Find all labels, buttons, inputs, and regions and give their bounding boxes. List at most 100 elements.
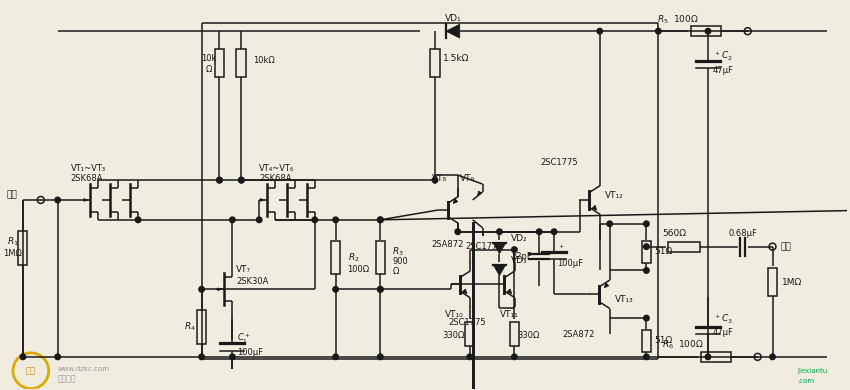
Text: 10kΩ: 10kΩ <box>253 57 275 66</box>
Text: 330Ω: 330Ω <box>518 332 540 340</box>
Circle shape <box>257 217 262 223</box>
Text: $C_1^+$: $C_1^+$ <box>237 332 252 346</box>
Circle shape <box>217 177 222 183</box>
Bar <box>236 49 246 77</box>
Text: VT₁₀: VT₁₀ <box>445 310 464 319</box>
Circle shape <box>607 221 613 227</box>
Text: 2SK68A: 2SK68A <box>259 174 292 183</box>
Text: VD₂: VD₂ <box>512 234 528 243</box>
Bar <box>768 268 777 296</box>
Circle shape <box>55 354 60 360</box>
Bar <box>19 231 27 264</box>
Circle shape <box>467 354 473 360</box>
Circle shape <box>239 177 244 183</box>
Polygon shape <box>493 265 506 276</box>
Circle shape <box>55 197 60 203</box>
Text: VT₁~VT₃: VT₁~VT₃ <box>71 164 105 173</box>
Text: 47μF: 47μF <box>713 66 734 75</box>
Text: www.dzkc.com: www.dzkc.com <box>58 366 110 372</box>
Circle shape <box>230 354 235 360</box>
Text: 2SA872: 2SA872 <box>563 330 595 339</box>
Polygon shape <box>493 243 506 254</box>
Text: $R_6$  100Ω: $R_6$ 100Ω <box>662 339 704 351</box>
Circle shape <box>333 287 338 292</box>
Text: $^+$: $^+$ <box>557 243 565 252</box>
Text: Ω: Ω <box>392 267 399 276</box>
Text: 560Ω: 560Ω <box>662 229 686 238</box>
Circle shape <box>706 354 711 360</box>
Text: $R_1$: $R_1$ <box>7 236 19 248</box>
Text: 51Ω: 51Ω <box>654 247 672 256</box>
Circle shape <box>643 354 649 360</box>
Bar <box>691 26 721 36</box>
Text: 2SC1775: 2SC1775 <box>466 242 503 251</box>
Circle shape <box>239 177 244 183</box>
Circle shape <box>199 354 204 360</box>
Circle shape <box>199 287 204 292</box>
Text: $R_4$: $R_4$ <box>184 321 196 333</box>
Circle shape <box>377 287 383 292</box>
Bar <box>197 310 206 344</box>
Circle shape <box>512 354 517 360</box>
Text: 2SK68A: 2SK68A <box>71 174 103 183</box>
Bar <box>642 330 651 352</box>
Bar <box>465 322 474 346</box>
Text: VT₁₃: VT₁₃ <box>615 295 633 304</box>
Text: 47μF: 47μF <box>713 328 734 337</box>
Text: $^+C_3$: $^+C_3$ <box>713 312 733 326</box>
Text: 2SC1775: 2SC1775 <box>449 317 486 326</box>
Circle shape <box>706 28 711 34</box>
Text: jiexiantu: jiexiantu <box>797 368 828 374</box>
Circle shape <box>655 28 661 34</box>
Circle shape <box>512 247 517 252</box>
Circle shape <box>455 229 461 234</box>
Circle shape <box>312 217 318 223</box>
Text: 100μF: 100μF <box>237 348 264 357</box>
Text: VT₇: VT₇ <box>236 265 252 274</box>
Circle shape <box>597 28 603 34</box>
Circle shape <box>552 229 557 234</box>
Circle shape <box>643 268 649 273</box>
Text: 10k: 10k <box>201 55 216 64</box>
Text: 2SA872: 2SA872 <box>432 240 464 249</box>
Circle shape <box>230 217 235 223</box>
Text: VD₁: VD₁ <box>445 14 461 23</box>
Text: $R_3$: $R_3$ <box>392 245 404 258</box>
Text: 100Ω: 100Ω <box>348 265 370 274</box>
Bar <box>510 322 518 346</box>
Circle shape <box>377 287 383 292</box>
Circle shape <box>643 316 649 321</box>
Text: $R_5$  100Ω: $R_5$ 100Ω <box>657 13 699 25</box>
Text: VT₁₁: VT₁₁ <box>500 310 518 319</box>
Text: 2SK30A: 2SK30A <box>236 277 269 286</box>
Text: 330Ω: 330Ω <box>443 332 465 340</box>
Text: VT₄~VT₆: VT₄~VT₆ <box>259 164 295 173</box>
Circle shape <box>377 217 383 223</box>
Circle shape <box>496 229 502 234</box>
Circle shape <box>135 217 141 223</box>
Text: VT₈: VT₈ <box>433 174 447 183</box>
Text: 1MΩ: 1MΩ <box>3 249 22 258</box>
Circle shape <box>333 217 338 223</box>
Circle shape <box>770 354 775 360</box>
Circle shape <box>377 354 383 360</box>
Bar <box>376 241 385 275</box>
Bar <box>214 49 224 77</box>
Text: 100μF: 100μF <box>557 259 583 268</box>
Text: 1.5kΩ: 1.5kΩ <box>443 55 469 64</box>
Text: Ω: Ω <box>206 66 212 74</box>
Text: 0.68μF: 0.68μF <box>728 229 757 238</box>
Circle shape <box>217 177 222 183</box>
Text: 维库一下: 维库一下 <box>58 374 76 383</box>
Bar <box>430 49 440 77</box>
Text: 维库: 维库 <box>26 366 36 375</box>
Bar <box>701 352 731 362</box>
Text: VT₁₂: VT₁₂ <box>604 190 623 200</box>
Text: 输入: 输入 <box>7 190 17 200</box>
Bar <box>642 241 651 262</box>
Text: .com: .com <box>797 378 814 384</box>
Polygon shape <box>446 24 460 38</box>
Text: 输出: 输出 <box>780 242 791 251</box>
Circle shape <box>536 229 542 234</box>
Circle shape <box>643 221 649 227</box>
